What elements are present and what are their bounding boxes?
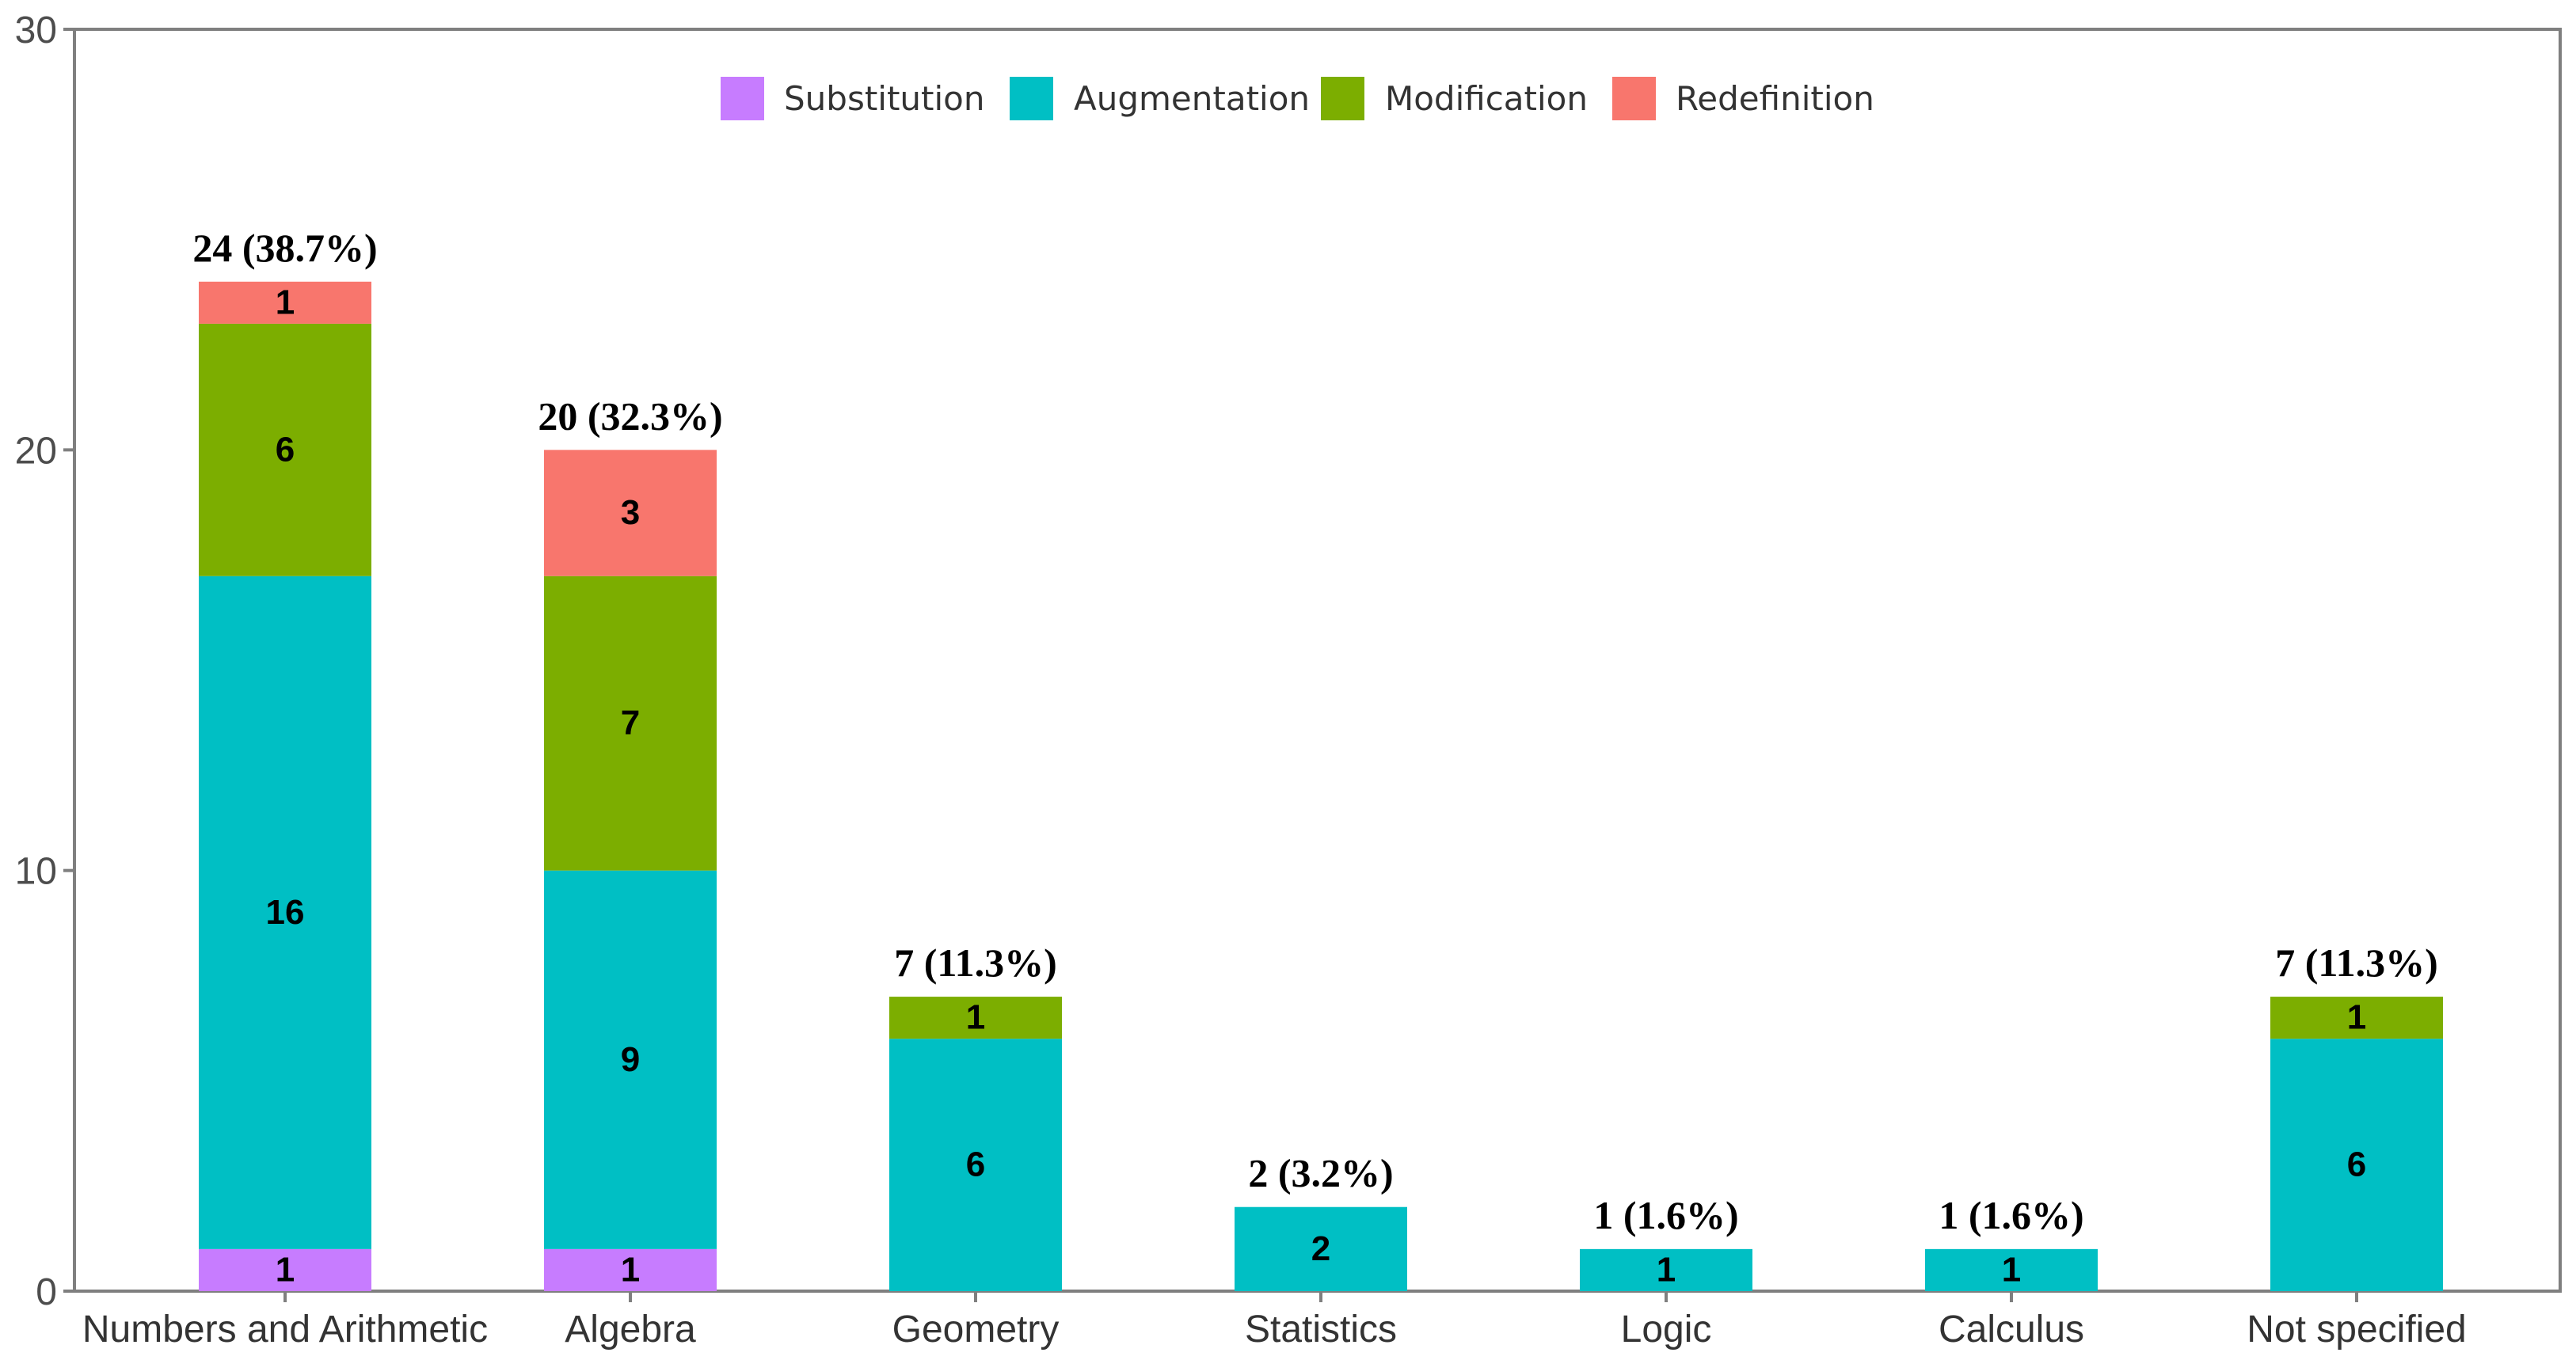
legend-label-substitution: Substitution <box>784 79 985 118</box>
bar-segment-statistics-augmentation <box>1235 1206 1407 1291</box>
y-tick-label-0: 0 <box>36 1271 57 1313</box>
bar-segment-geometry-augmentation <box>889 1039 1062 1291</box>
bar-segment-geometry-modification <box>889 997 1062 1039</box>
bar-segment-algebra-modification <box>544 576 717 871</box>
segment-value-label-algebra-substitution: 1 <box>621 1250 640 1289</box>
segment-value-label-calculus-augmentation: 1 <box>2002 1250 2021 1289</box>
bar-segment-numbers-and-arithmetic-augmentation <box>199 576 371 1249</box>
segment-value-label-statistics-augmentation: 2 <box>1311 1229 1330 1268</box>
total-label-calculus: 1 (1.6%) <box>1939 1193 2083 1237</box>
x-tick-label-numbers-and-arithmetic: Numbers and Arithmetic <box>82 1309 488 1351</box>
y-tick-label-20: 20 <box>15 430 57 472</box>
segment-value-label-numbers-and-arithmetic-substitution: 1 <box>276 1250 295 1289</box>
segment-value-label-algebra-augmentation: 9 <box>621 1040 640 1079</box>
axes-layer: 0 10 20 30 Numbers and Arithmetic Algebra Geom… <box>15 9 2467 1351</box>
y-tick-label-30: 30 <box>15 9 57 51</box>
segment-value-label-not-specified-augmentation: 6 <box>2347 1145 2366 1184</box>
y-tick-label-10: 10 <box>15 851 57 893</box>
x-tick-label-not-specified: Not specified <box>2247 1309 2466 1351</box>
plot-panel-border <box>73 28 2562 1293</box>
bar-segment-logic-augmentation <box>1580 1248 1752 1291</box>
legend-swatch-substitution <box>721 77 764 120</box>
bar-segment-algebra-redefinition <box>544 450 717 576</box>
bar-segment-numbers-and-arithmetic-redefinition <box>199 281 371 324</box>
x-tick-label-algebra: Algebra <box>565 1309 696 1351</box>
segment-value-label-numbers-and-arithmetic-redefinition: 1 <box>276 283 295 321</box>
segment-value-label-numbers-and-arithmetic-modification: 6 <box>276 430 295 469</box>
legend-swatch-augmentation <box>1010 77 1053 120</box>
total-label-numbers-and-arithmetic: 24 (38.7%) <box>192 226 377 270</box>
legend: Substitution Augmentation Modification Rede… <box>721 77 1874 120</box>
segment-value-label-logic-augmentation: 1 <box>1657 1250 1676 1289</box>
segment-value-label-algebra-modification: 7 <box>621 704 640 743</box>
segment-value-label-geometry-augmentation: 6 <box>966 1145 985 1184</box>
total-label-logic: 1 (1.6%) <box>1593 1193 1738 1237</box>
bar-segment-not-specified-augmentation <box>2270 1039 2443 1291</box>
x-tick-label-geometry: Geometry <box>892 1309 1060 1351</box>
bar-segment-algebra-substitution <box>544 1248 717 1291</box>
total-label-algebra: 20 (32.3%) <box>538 393 722 438</box>
segment-value-label-geometry-modification: 1 <box>966 998 985 1037</box>
legend-swatch-modification <box>1321 77 1364 120</box>
total-label-geometry: 7 (11.3%) <box>894 940 1057 985</box>
bar-segment-algebra-augmentation <box>544 870 717 1249</box>
x-tick-label-calculus: Calculus <box>1939 1309 2084 1351</box>
total-label-statistics: 2 (3.2%) <box>1248 1151 1393 1195</box>
segment-value-label-not-specified-modification: 1 <box>2347 998 2366 1037</box>
legend-label-modification: Modification <box>1385 79 1588 118</box>
total-label-not-specified: 7 (11.3%) <box>2275 940 2438 985</box>
x-tick-label-statistics: Statistics <box>1245 1309 1397 1351</box>
bar-segment-calculus-augmentation <box>1925 1248 2098 1291</box>
bar-segment-not-specified-modification <box>2270 997 2443 1039</box>
segment-value-label-numbers-and-arithmetic-augmentation: 16 <box>266 893 305 932</box>
bars-layer <box>199 281 2443 1291</box>
bar-segment-numbers-and-arithmetic-modification <box>199 323 371 576</box>
bar-segment-numbers-and-arithmetic-substitution <box>199 1248 371 1291</box>
x-tick-label-logic: Logic <box>1621 1309 1712 1351</box>
segment-value-label-algebra-redefinition: 3 <box>621 493 640 532</box>
legend-swatch-redefinition <box>1612 77 1656 120</box>
legend-label-augmentation: Augmentation <box>1074 79 1310 118</box>
legend-label-redefinition: Redefinition <box>1676 79 1874 118</box>
